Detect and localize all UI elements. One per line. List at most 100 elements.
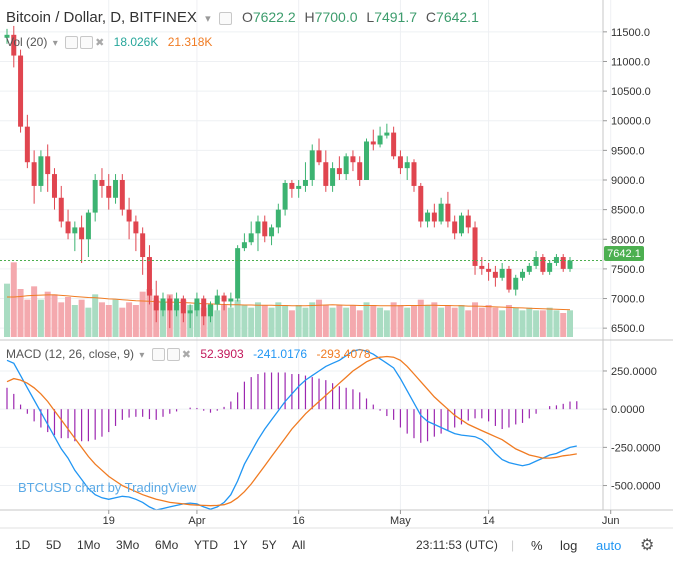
candle-body: [425, 212, 431, 222]
volume-close-icon[interactable]: ✖: [95, 37, 105, 49]
volume-bar: [329, 307, 336, 337]
candle: [146, 245, 152, 305]
candle: [4, 28, 10, 44]
candle-body: [350, 156, 356, 163]
macd-label[interactable]: MACD (12, 26, close, 9): [6, 347, 135, 361]
candle: [85, 209, 91, 258]
log-toggle[interactable]: log: [560, 538, 578, 553]
volume-label[interactable]: Vol (20): [6, 35, 48, 49]
volume-legend: Vol (20) ▾ ✖ 18.026K 21.318K: [6, 35, 212, 50]
volume-chevron-icon[interactable]: ▾: [52, 38, 58, 49]
candle: [330, 162, 336, 192]
candle-body: [282, 182, 288, 210]
volume-bar: [485, 305, 492, 337]
candle-body: [452, 221, 458, 234]
range-ytd[interactable]: YTD: [194, 538, 218, 552]
candle-body: [248, 233, 254, 243]
symbol-legend: Bitcoin / Dollar, D, BITFINEX ▾ O7622.2 …: [6, 9, 479, 26]
candle: [302, 162, 308, 192]
macd-axis[interactable]: 250.0000 0.0000 -250.0000 -500.0000: [603, 366, 661, 493]
legend-settings-icon[interactable]: [218, 11, 232, 25]
macd-tick-label: -500.0000: [611, 481, 661, 493]
volume-bar: [363, 302, 370, 337]
candle: [316, 138, 322, 166]
time-tick-label: Jun: [602, 515, 620, 527]
candle-body: [492, 271, 498, 278]
range-1mo[interactable]: 1Mo: [77, 538, 101, 552]
candle-body: [31, 162, 37, 186]
auto-toggle[interactable]: auto: [596, 538, 622, 553]
percent-toggle[interactable]: %: [531, 538, 543, 553]
volume-bar: [275, 302, 282, 337]
candle-body: [438, 203, 444, 222]
volume-bar: [44, 291, 51, 337]
candle: [201, 295, 207, 326]
macd-signal-value: -293.4078: [316, 347, 371, 361]
candle-body: [11, 34, 17, 56]
volume-bar: [546, 307, 553, 337]
candle-body: [24, 126, 30, 163]
range-5y[interactable]: 5Y: [262, 538, 277, 552]
volume-bar: [173, 305, 180, 337]
candle: [275, 203, 281, 234]
volume-bar: [227, 307, 234, 337]
candle-body: [330, 168, 336, 186]
macd-tick-label: -250.0000: [611, 442, 661, 454]
candle: [18, 49, 24, 133]
candlesticks: [4, 25, 573, 329]
symbol-settings-icon[interactable]: ▾: [205, 13, 211, 25]
volume-bar: [349, 305, 356, 337]
range-all[interactable]: All: [292, 538, 306, 552]
open-value: 7622.2: [252, 9, 296, 25]
volume-bar: [343, 307, 350, 337]
grid: [0, 0, 612, 510]
candle: [486, 262, 492, 281]
candle: [126, 197, 132, 240]
volume-bar: [560, 313, 567, 337]
macd-hide-icon[interactable]: [151, 348, 165, 362]
candle-body: [160, 298, 166, 311]
candle: [323, 150, 329, 192]
candle: [350, 150, 356, 172]
range-5d[interactable]: 5D: [46, 538, 62, 552]
candle: [445, 191, 451, 228]
candle-body: [336, 168, 342, 175]
candle-body: [72, 227, 78, 234]
volume-hide-icon[interactable]: [65, 36, 79, 50]
macd-settings-icon[interactable]: [166, 348, 180, 362]
candle-body: [45, 156, 51, 175]
clock-time[interactable]: 23:11:53 (UTC): [416, 538, 498, 552]
symbol-title[interactable]: Bitcoin / Dollar, D, BITFINEX: [6, 9, 197, 26]
volume-bar: [132, 305, 139, 337]
volume-settings-icon[interactable]: [80, 36, 94, 50]
close-label: C: [425, 9, 437, 25]
candle: [11, 25, 17, 68]
candle: [567, 257, 573, 272]
macd-tick-label: 0.0000: [611, 404, 645, 416]
candle: [119, 174, 125, 216]
time-axis[interactable]: 19 Apr 16 May 14 Jun: [103, 510, 620, 527]
macd-line: [6, 348, 577, 511]
range-1y[interactable]: 1Y: [233, 538, 248, 552]
low-value: 7491.7: [374, 9, 418, 25]
gear-icon[interactable]: ⚙: [640, 537, 655, 554]
candle-body: [465, 215, 471, 228]
last-price-value: 7642.1: [607, 248, 641, 260]
range-1d[interactable]: 1D: [15, 538, 31, 552]
candle: [194, 292, 200, 317]
candle-body: [187, 310, 193, 314]
price-tick-label: 7500.0: [611, 264, 645, 276]
candle-body: [486, 268, 492, 272]
volume-bar: [193, 302, 200, 337]
price-axis[interactable]: 11500.0 11000.0 10500.0 10000.0 9500.0 9000.0…: [603, 27, 651, 335]
volume-bar: [78, 299, 85, 337]
range-6mo[interactable]: 6Mo: [155, 538, 179, 552]
macd-close-icon[interactable]: ✖: [181, 349, 191, 361]
volume-bar: [526, 307, 533, 337]
range-3mo[interactable]: 3Mo: [116, 538, 140, 552]
macd-chevron-icon[interactable]: ▾: [139, 350, 145, 361]
volume-bar: [146, 289, 153, 337]
volume-bar: [390, 302, 397, 337]
signal-line: [6, 355, 577, 507]
